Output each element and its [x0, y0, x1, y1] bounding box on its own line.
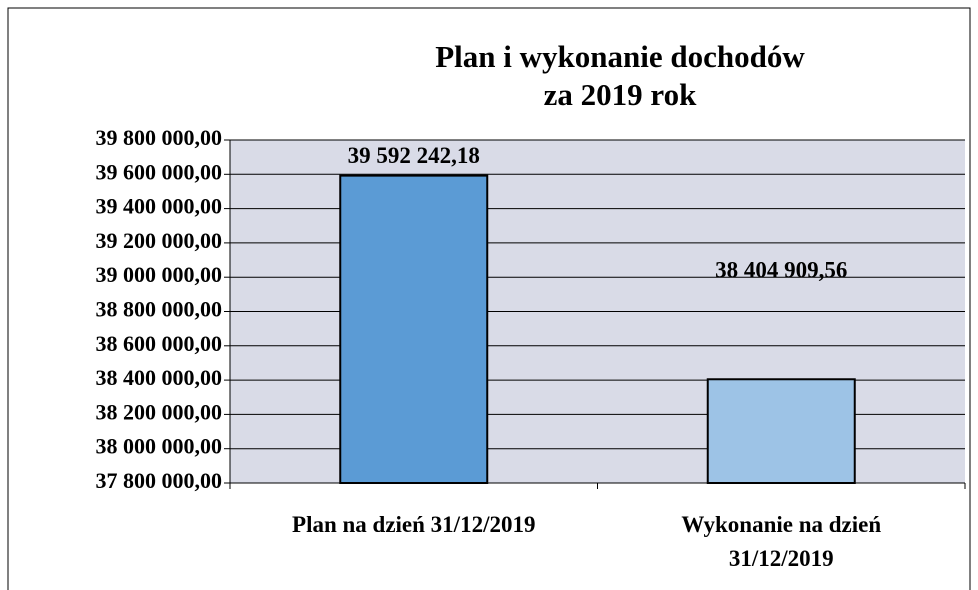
chart-title: Plan i wykonanie dochodów	[435, 39, 805, 74]
y-tick-label: 38 400 000,00	[96, 365, 223, 390]
x-tick-label: Plan na dzień 31/12/2019	[292, 512, 536, 537]
y-tick-label: 37 800 000,00	[96, 468, 223, 493]
y-tick-label: 39 800 000,00	[96, 125, 223, 150]
x-tick-label: Wykonanie na dzień 31/12/2019	[681, 512, 882, 571]
y-tick-label: 38 800 000,00	[96, 297, 223, 322]
data-label: 38 404 909,56	[715, 257, 847, 282]
chart-subtitle: za 2019 rok	[544, 77, 697, 112]
y-tick-label: 38 600 000,00	[96, 331, 223, 356]
data-label: 39 592 242,18	[348, 143, 480, 168]
y-tick-label: 39 000 000,00	[96, 262, 223, 287]
y-tick-label: 38 200 000,00	[96, 399, 223, 424]
y-tick-label: 39 600 000,00	[96, 159, 223, 184]
bar	[706, 378, 856, 484]
y-tick-label: 39 400 000,00	[96, 194, 223, 219]
chart-frame	[7, 7, 971, 590]
y-tick-label: 39 200 000,00	[96, 228, 223, 253]
bar	[339, 174, 489, 484]
y-tick-label: 38 000 000,00	[96, 434, 223, 459]
